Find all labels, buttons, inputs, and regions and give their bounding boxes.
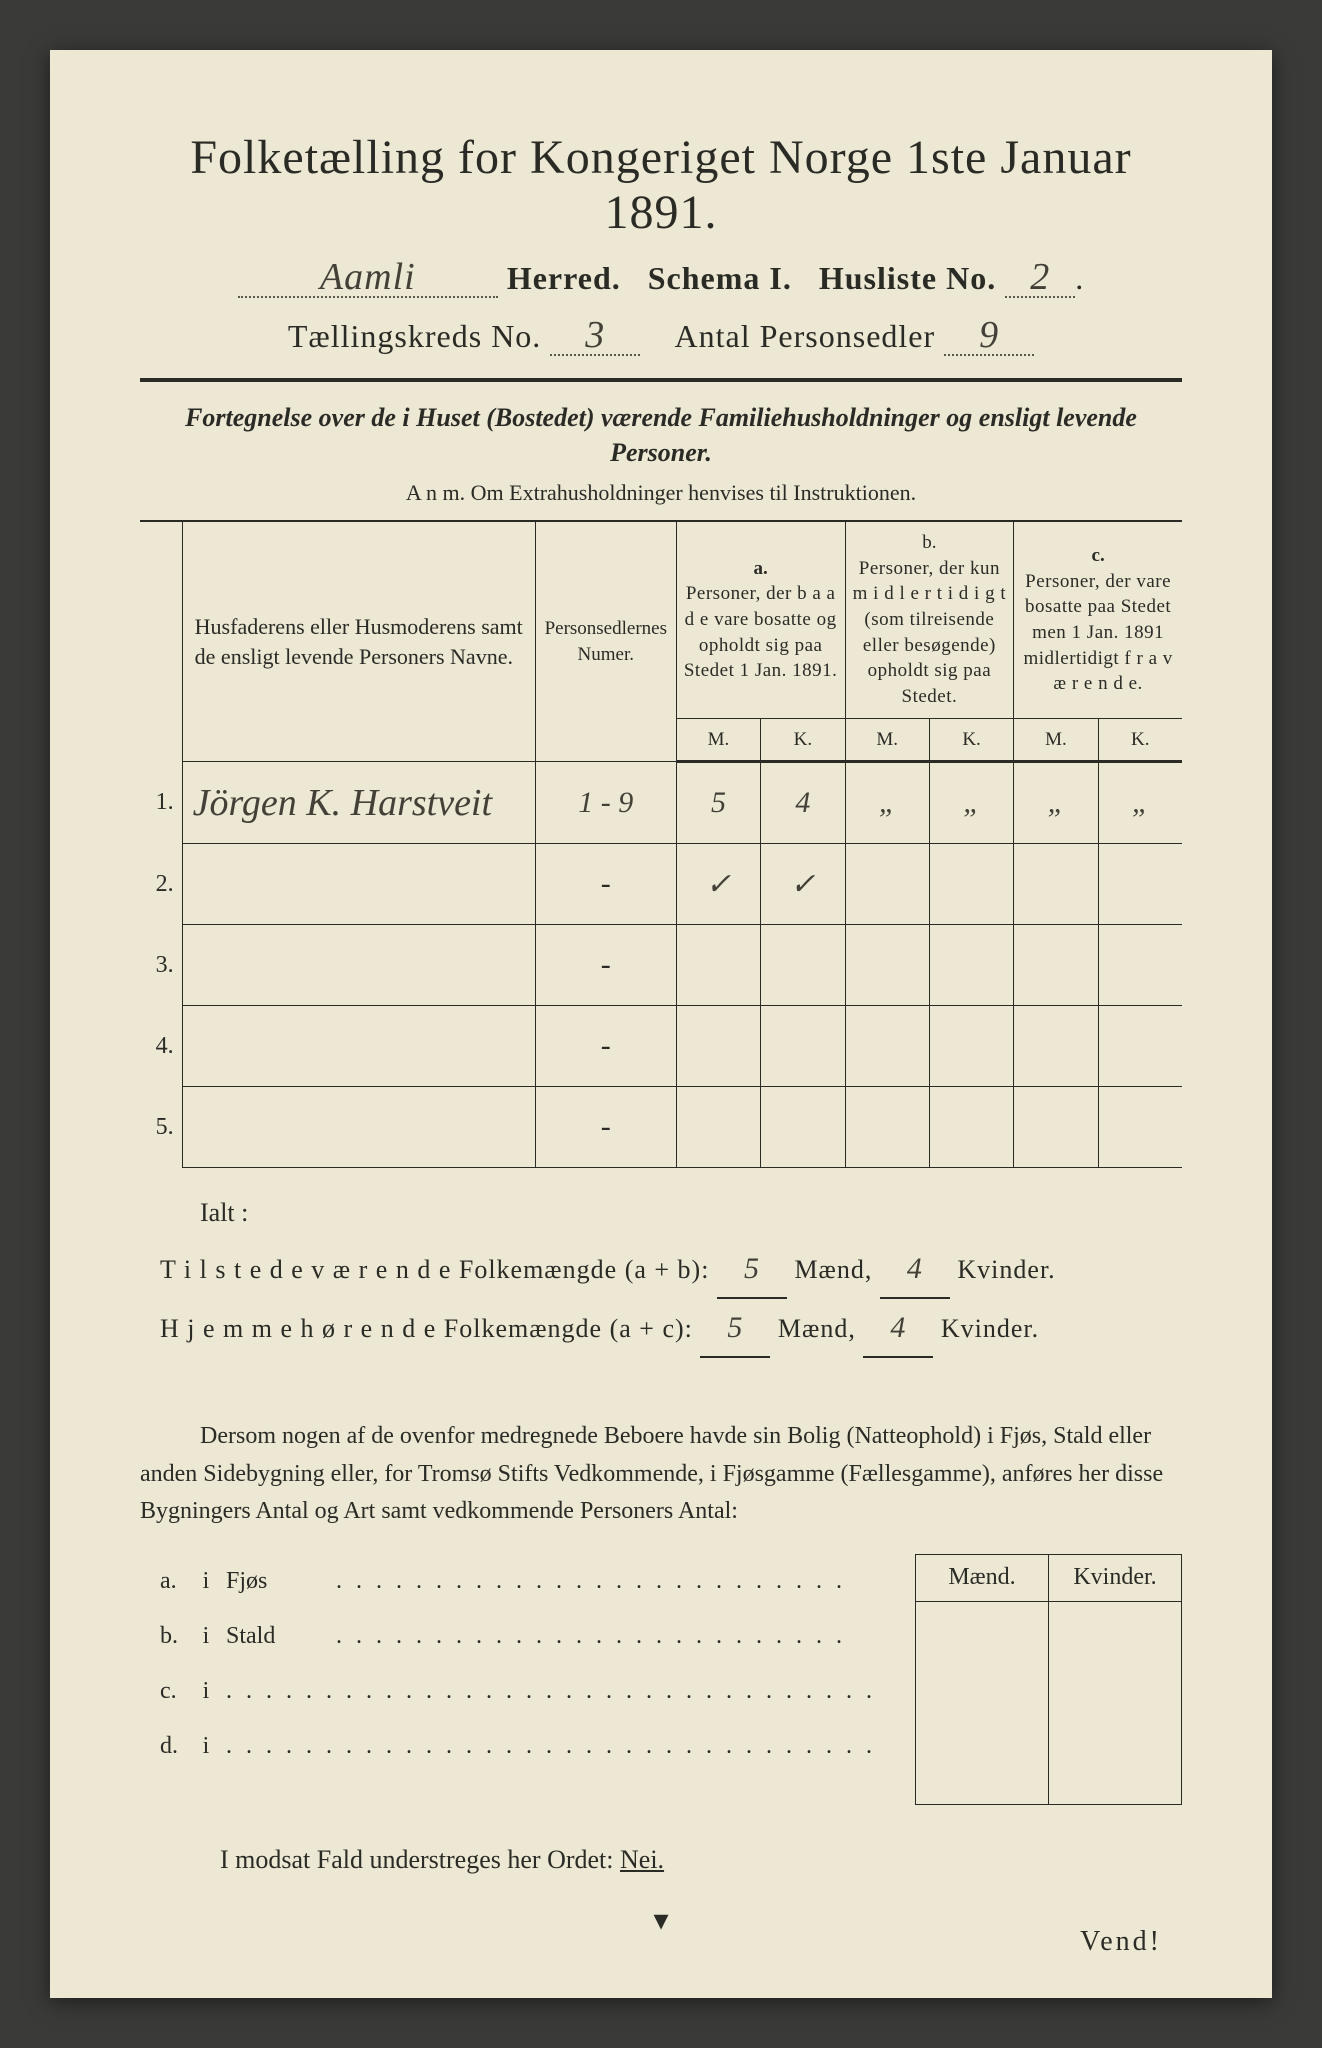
table-row: 3. - bbox=[140, 925, 1182, 1006]
col-numer: Personsedlernes Numer. bbox=[535, 522, 676, 762]
table-row: 1. Jörgen K. Harstveit 1 - 9 5 4 „ „ „ „ bbox=[140, 762, 1182, 844]
list-item: a.iFjøs. . . . . . . . . . . . . . . . .… bbox=[160, 1554, 905, 1609]
col-c-k: K. bbox=[1098, 718, 1182, 762]
col-b-m: M. bbox=[845, 718, 929, 762]
antal-label: Antal Personsedler bbox=[675, 318, 936, 354]
col-b: b. Personer, der kun m i d l e r t i d i… bbox=[845, 522, 1014, 718]
kreds-label: Tællingskreds No. bbox=[288, 318, 541, 354]
col-c-m: M. bbox=[1014, 718, 1098, 762]
hjemme-label: H j e m m e h ø r e n d e Folkemængde (a… bbox=[160, 1314, 693, 1343]
person-name: Jörgen K. Harstveit bbox=[193, 782, 492, 824]
anm-note: A n m. Om Extrahusholdninger henvises ti… bbox=[140, 480, 1182, 506]
antal-value: 9 bbox=[979, 314, 999, 356]
kreds-value: 3 bbox=[585, 314, 605, 356]
buildings-block: a.iFjøs. . . . . . . . . . . . . . . . .… bbox=[140, 1554, 1182, 1805]
page-title: Folketælling for Kongeriget Norge 1ste J… bbox=[140, 130, 1182, 240]
vend-label: Vend! bbox=[1080, 1926, 1162, 1958]
list-item: c.i. . . . . . . . . . . . . . . . . . .… bbox=[160, 1664, 905, 1719]
table-row: 2. - ✓ ✓ bbox=[140, 844, 1182, 925]
totals-block: T i l s t e d e v æ r e n d e Folkemængd… bbox=[160, 1240, 1182, 1358]
nei-word: Nei. bbox=[620, 1845, 664, 1874]
col-a: a. Personer, der b a a d e vare bosatte … bbox=[676, 522, 845, 718]
table-row: 5. - bbox=[140, 1087, 1182, 1168]
buildings-list: a.iFjøs. . . . . . . . . . . . . . . . .… bbox=[140, 1554, 905, 1775]
tilstede-k: 4 bbox=[907, 1252, 923, 1285]
husliste-value: 2 bbox=[1030, 256, 1050, 298]
turn-arrow-icon: ▾ bbox=[653, 1903, 668, 1938]
list-item: b.iStald. . . . . . . . . . . . . . . . … bbox=[160, 1609, 905, 1664]
building-paragraph: Dersom nogen af de ovenfor medregnede Be… bbox=[140, 1418, 1182, 1530]
ialt-label: Ialt : bbox=[200, 1198, 1182, 1228]
col-c: c. Personer, der vare bosatte paa Stedet… bbox=[1014, 522, 1182, 718]
table-row: 4. - bbox=[140, 1006, 1182, 1087]
mk-maend-head: Mænd. bbox=[916, 1554, 1049, 1601]
census-rows: 1. Jörgen K. Harstveit 1 - 9 5 4 „ „ „ „… bbox=[140, 762, 1182, 1168]
header-line-2: Aamli Herred. Schema I. Husliste No. 2. bbox=[140, 258, 1182, 298]
schema-label: Schema I. bbox=[648, 260, 792, 296]
hjemme-m: 5 bbox=[727, 1311, 743, 1344]
col-names: Husfaderens eller Husmoderens samt de en… bbox=[182, 522, 535, 762]
header-line-3: Tællingskreds No. 3 Antal Personsedler 9 bbox=[140, 316, 1182, 356]
herred-value: Aamli bbox=[320, 256, 416, 298]
nei-line: I modsat Fald understreges her Ordet: Ne… bbox=[220, 1845, 1182, 1875]
col-a-m: M. bbox=[676, 718, 760, 762]
husliste-label: Husliste No. bbox=[819, 260, 996, 296]
tilstede-label: T i l s t e d e v æ r e n d e Folkemængd… bbox=[160, 1255, 709, 1284]
col-a-k: K. bbox=[761, 718, 845, 762]
col-b-k: K. bbox=[929, 718, 1013, 762]
tilstede-m: 5 bbox=[744, 1252, 760, 1285]
herred-label: Herred. bbox=[507, 260, 621, 296]
mk-kvinder-head: Kvinder. bbox=[1049, 1554, 1182, 1601]
census-form-page: Folketælling for Kongeriget Norge 1ste J… bbox=[50, 50, 1272, 1998]
hjemme-k: 4 bbox=[890, 1311, 906, 1344]
census-table: Husfaderens eller Husmoderens samt de en… bbox=[140, 522, 1182, 1168]
form-subtitle: Fortegnelse over de i Huset (Bostedet) v… bbox=[140, 400, 1182, 470]
divider bbox=[140, 378, 1182, 382]
buildings-mk-table: Mænd. Kvinder. bbox=[915, 1554, 1182, 1805]
list-item: d.i. . . . . . . . . . . . . . . . . . .… bbox=[160, 1719, 905, 1774]
